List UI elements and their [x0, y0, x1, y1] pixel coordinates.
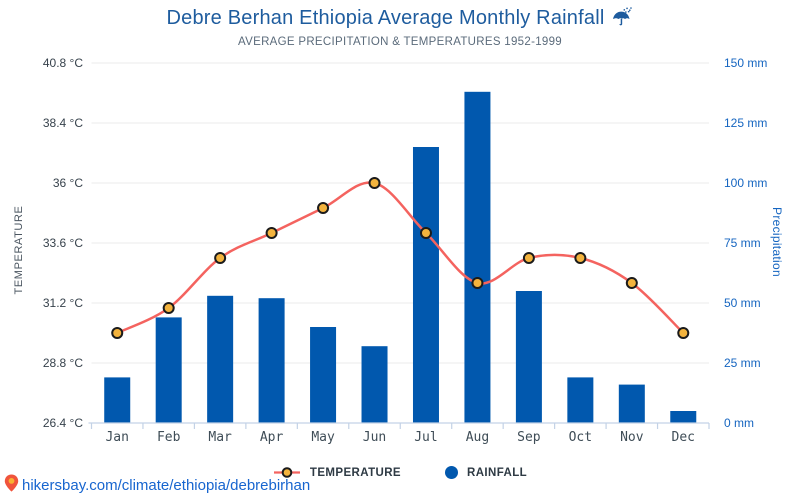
- temperature-point-aug[interactable]: [471, 277, 484, 289]
- left-axis-tick-label: 28.8 °C: [43, 356, 83, 370]
- rainfall-bar-sep[interactable]: [515, 291, 542, 423]
- right-axis-tick-label: 25 mm: [724, 356, 761, 370]
- month-label-jun: Jun: [363, 430, 386, 445]
- right-axis-tick-label: 50 mm: [724, 296, 761, 310]
- month-label-sep: Sep: [517, 430, 541, 445]
- month-label-apr: Apr: [260, 430, 284, 445]
- left-axis-tick-label: 40.8 °C: [43, 56, 83, 70]
- legend-temperature-label: TEMPERATURE: [309, 466, 401, 479]
- right-axis-tick-label: 0 mm: [724, 416, 754, 430]
- right-axis-tick-label: 125 mm: [724, 116, 767, 130]
- temperature-point-jan[interactable]: [111, 327, 124, 339]
- temperature-legend-marker-icon: [273, 467, 300, 478]
- rainfall-bar-aug[interactable]: [464, 91, 491, 424]
- left-axis-title: TEMPERATURE: [13, 205, 25, 295]
- temperature-line: [116, 181, 685, 335]
- temperature-point-jul[interactable]: [419, 227, 432, 239]
- umbrella-rain-icon: [611, 6, 633, 34]
- footer-link[interactable]: hikersbay.com/climate/ethiopia/debrebirh…: [22, 477, 311, 494]
- location-pin-icon: [4, 474, 19, 497]
- temperature-point-dec[interactable]: [677, 327, 690, 339]
- temperature-point-apr[interactable]: [265, 227, 278, 239]
- chart-legend: TEMPERATURE RAINFALL: [0, 466, 800, 479]
- rainfall-bar-nov[interactable]: [618, 384, 645, 423]
- month-label-aug: Aug: [466, 430, 489, 445]
- footer: hikersbay.com/climate/ethiopia/debrebirh…: [4, 474, 310, 497]
- rainfall-legend-marker-icon: [445, 466, 458, 479]
- month-label-feb: Feb: [157, 430, 181, 445]
- legend-item-rainfall[interactable]: RAINFALL: [445, 466, 527, 479]
- month-label-jul: Jul: [414, 430, 437, 445]
- legend-rainfall-label: RAINFALL: [467, 466, 528, 479]
- rainfall-bar-oct[interactable]: [567, 377, 594, 423]
- rainfall-bar-feb[interactable]: [155, 317, 182, 423]
- right-axis-tick-label: 75 mm: [724, 236, 761, 250]
- temperature-point-mar[interactable]: [214, 252, 227, 264]
- page-title-row: Debre Berhan Ethiopia Average Monthly Ra…: [0, 6, 800, 34]
- temperature-point-nov[interactable]: [625, 277, 638, 289]
- rainfall-bar-jan[interactable]: [104, 377, 131, 423]
- left-axis-tick-label: 31.2 °C: [43, 296, 83, 310]
- month-label-may: May: [311, 430, 335, 445]
- chart-subtitle: AVERAGE PRECIPITATION & TEMPERATURES 195…: [238, 36, 562, 48]
- month-label-jan: Jan: [105, 430, 128, 445]
- month-label-dec: Dec: [672, 430, 695, 445]
- rainfall-bar-jun[interactable]: [361, 346, 388, 423]
- right-axis-tick-label: 100 mm: [724, 176, 767, 190]
- temperature-point-jun[interactable]: [368, 177, 381, 189]
- temperature-point-feb[interactable]: [162, 302, 175, 314]
- temperature-point-sep[interactable]: [522, 252, 535, 264]
- right-axis-title: Precipitation: [770, 207, 784, 277]
- temperature-point-may[interactable]: [317, 202, 330, 214]
- left-axis-tick-label: 36 °C: [53, 176, 83, 190]
- rainfall-bar-apr[interactable]: [258, 298, 285, 423]
- rainfall-bar-dec[interactable]: [670, 411, 697, 423]
- climate-chart: 26.4 °C 28.8 °C 31.2 °C 33.6 °C 36 °C 38.4 °C…: [43, 56, 768, 445]
- month-label-mar: Mar: [208, 430, 232, 445]
- chart-title: Debre Berhan Ethiopia Average Monthly Ra…: [166, 7, 605, 29]
- temperature-point-oct[interactable]: [574, 252, 587, 264]
- rainfall-bar-may[interactable]: [310, 327, 337, 423]
- left-axis-tick-label: 38.4 °C: [43, 116, 83, 130]
- left-axis-tick-label: 26.4 °C: [43, 416, 83, 430]
- month-label-nov: Nov: [620, 430, 644, 445]
- rainfall-bar-mar[interactable]: [207, 295, 234, 423]
- rainfall-bar-jul[interactable]: [412, 147, 439, 423]
- legend-item-temperature[interactable]: TEMPERATURE: [273, 466, 401, 479]
- left-axis-tick-label: 33.6 °C: [43, 236, 83, 250]
- month-label-oct: Oct: [569, 430, 592, 445]
- right-axis-tick-label: 150 mm: [724, 56, 767, 70]
